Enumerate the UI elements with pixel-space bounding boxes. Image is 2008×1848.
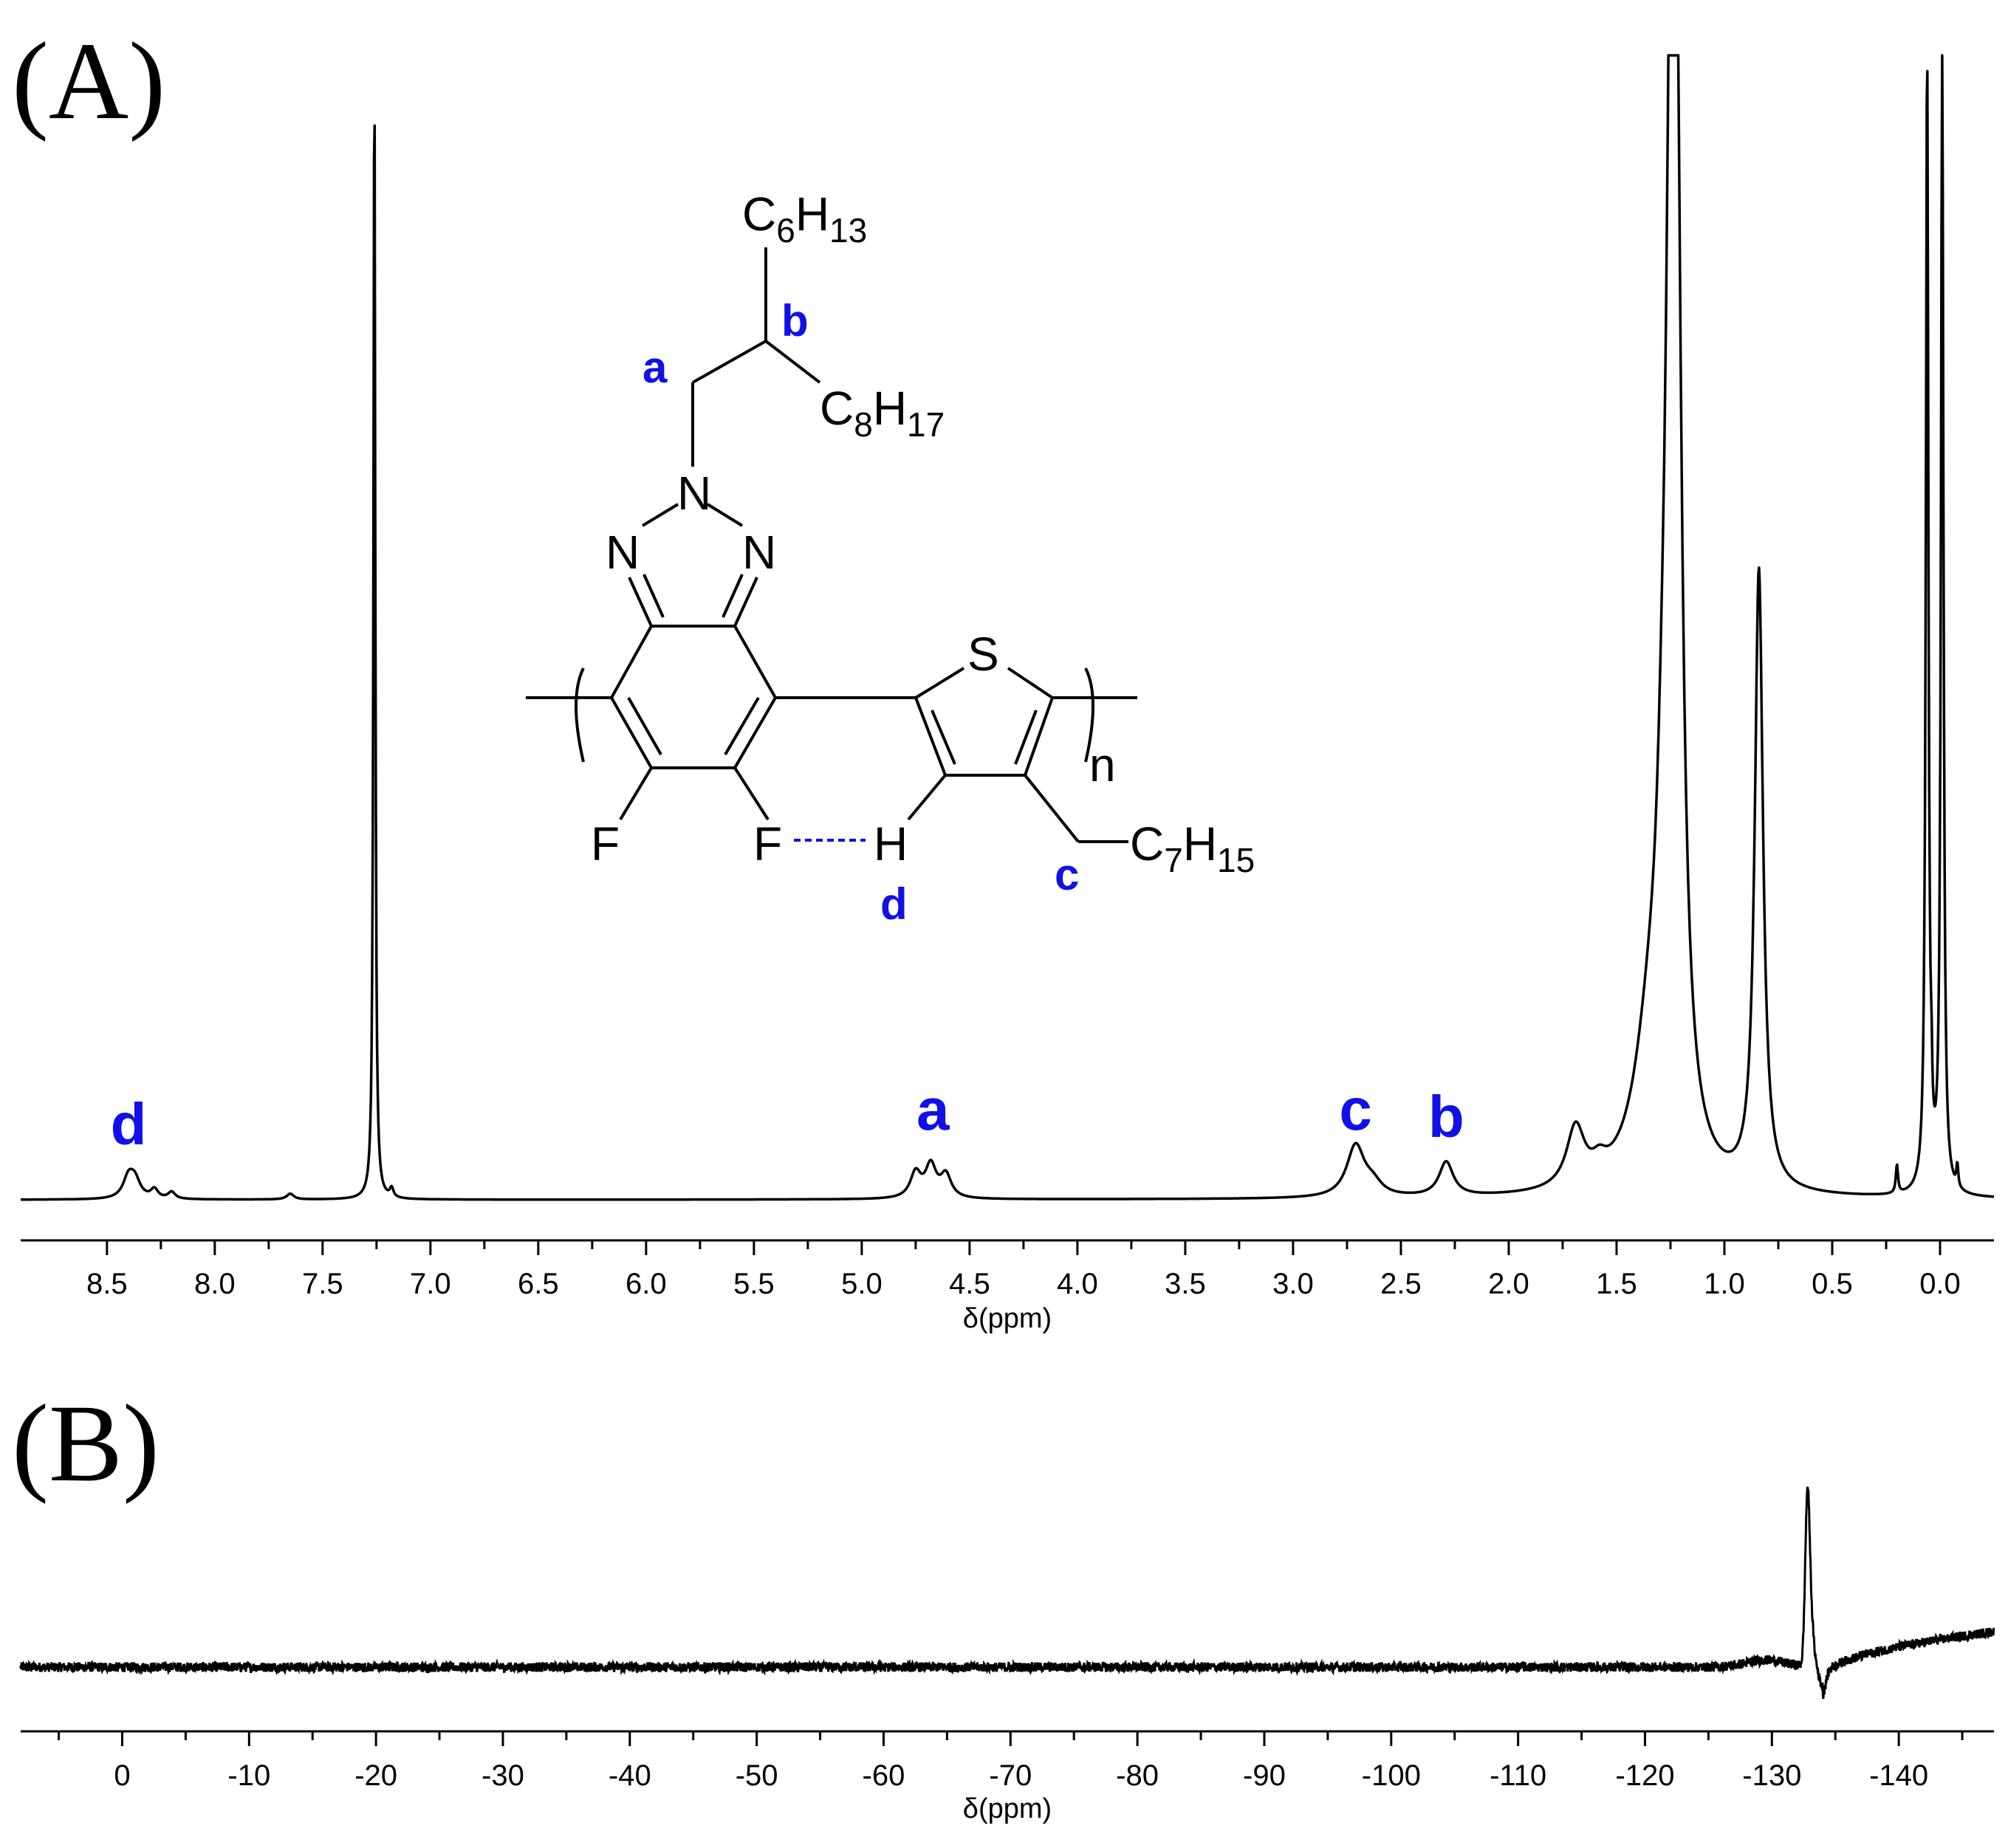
panel-a-tick-label: 1.0 bbox=[1704, 1268, 1745, 1300]
bond-benz-br bbox=[733, 696, 777, 769]
panel-b-tick-label: -130 bbox=[1742, 1759, 1801, 1792]
panel-b-x-axis-title: δ(ppm) bbox=[963, 1793, 1052, 1824]
struct-label-c: c bbox=[1055, 850, 1079, 899]
panel-a-tick-label: 0.5 bbox=[1812, 1268, 1853, 1300]
panel-a-tick-label: 6.5 bbox=[518, 1268, 559, 1300]
panel-a-tick-label: 4.5 bbox=[949, 1268, 990, 1300]
bond-n1-c bbox=[628, 577, 653, 627]
atom-n3: N bbox=[742, 526, 776, 579]
panel-a-tick-label: 8.0 bbox=[194, 1268, 236, 1300]
atom-h: H bbox=[874, 817, 908, 870]
atom-f1: F bbox=[591, 817, 620, 870]
panel-a-tick-label: 8.5 bbox=[86, 1268, 128, 1300]
panel-a-tick-label: 2.0 bbox=[1488, 1268, 1529, 1300]
bond-n3-c bbox=[733, 577, 758, 627]
bond-c-f1 bbox=[619, 766, 653, 821]
panel-b-spectrum: 0 -10 -20 -30 -40 -50 -60 -70 -80 -90 -100 -110 -120… bbox=[19, 1486, 1995, 1824]
panel-a-x-ticks: 8.5 8.0 7.5 7.0 6.5 6.0 5.5 5.0 4.5 4.0 3.5 3.0 2.5 2… bbox=[86, 1240, 1961, 1300]
panel-b-tick-label: -110 bbox=[1490, 1759, 1546, 1792]
bond-benz-br-double bbox=[724, 696, 760, 756]
panel-a-spectrum: 8.5 8.0 7.5 7.0 6.5 6.0 5.5 5.0 4.5 4.0 3.5 3.0 2.5 2… bbox=[20, 54, 1995, 1334]
panel-b-tick-label: -50 bbox=[736, 1759, 778, 1792]
bond-th-c2-c3-double bbox=[931, 710, 956, 765]
panel-a-tick-label: 6.0 bbox=[626, 1268, 667, 1300]
bond-c3-h bbox=[907, 774, 947, 821]
panel-b-x-ticks: 0 -10 -20 -30 -40 -50 -60 -70 -80 -90 -100 -110 -120… bbox=[58, 1731, 1964, 1792]
panel-b-tick-label: -40 bbox=[609, 1759, 651, 1792]
repeat-n: n bbox=[1089, 738, 1116, 791]
struct-label-b: b bbox=[781, 296, 809, 346]
panel-b-tick-label: -100 bbox=[1362, 1759, 1421, 1792]
bond-th-c4-c5-double bbox=[1014, 710, 1038, 765]
panel-a-tick-label: 7.0 bbox=[410, 1268, 451, 1300]
bond-th-c2-c3 bbox=[914, 697, 947, 776]
panel-a-label: (A) bbox=[12, 20, 165, 142]
peak-annotation-b: b bbox=[1428, 1084, 1464, 1150]
panel-a-tick-label: 2.5 bbox=[1380, 1268, 1422, 1300]
peak-annotation-a: a bbox=[916, 1076, 950, 1142]
atom-n2: N bbox=[677, 467, 711, 520]
bond-th-c4-c5 bbox=[1024, 697, 1054, 776]
panel-a-tick-label: 1.5 bbox=[1596, 1268, 1637, 1300]
panel-a-tick-label: 5.0 bbox=[841, 1268, 883, 1300]
panel-a-tick-label: 4.0 bbox=[1057, 1268, 1098, 1300]
panel-a-tick-label: 7.5 bbox=[302, 1268, 343, 1300]
bond-th-s-c5 bbox=[1007, 667, 1054, 699]
panel-a-tick-label: 3.0 bbox=[1272, 1268, 1314, 1300]
bond-benz-bl bbox=[610, 697, 653, 769]
panel-b-tick-label: -140 bbox=[1869, 1759, 1928, 1792]
panel-b-tick-label: -80 bbox=[1116, 1759, 1159, 1792]
struct-label-a: a bbox=[643, 343, 668, 392]
struct-label-d: d bbox=[880, 879, 908, 929]
bond-n2-n3 bbox=[706, 503, 744, 527]
formula-c8h17: C8H17 bbox=[820, 382, 945, 444]
peak-annotation-c: c bbox=[1339, 1076, 1372, 1142]
panel-b-tick-label: -20 bbox=[354, 1759, 397, 1792]
panel-b-tick-label: -60 bbox=[863, 1759, 905, 1792]
panel-b-tick-label: -30 bbox=[482, 1759, 524, 1792]
panel-a-tick-label: 5.5 bbox=[733, 1268, 775, 1300]
atom-s: S bbox=[967, 628, 999, 681]
panel-b-tick-label: -70 bbox=[989, 1759, 1032, 1792]
atom-f2: F bbox=[753, 817, 782, 870]
bond-n1-c-double bbox=[643, 574, 665, 618]
panel-b-tick-label: -120 bbox=[1615, 1759, 1674, 1792]
spectrum-a-trace bbox=[20, 54, 1995, 1201]
panel-b-tick-label: -90 bbox=[1243, 1759, 1286, 1792]
bond-n3-c-double bbox=[722, 574, 744, 618]
bond-benz-tl bbox=[610, 625, 653, 698]
formula-c7h15: C7H15 bbox=[1130, 817, 1255, 879]
panel-b-tick-label: -10 bbox=[227, 1759, 270, 1792]
bond-c-f2 bbox=[733, 766, 770, 821]
bracket-left bbox=[575, 667, 585, 763]
panel-a-tick-label: 0.0 bbox=[1919, 1268, 1961, 1300]
bond-ch-right bbox=[764, 340, 821, 384]
spectrum-b-trace bbox=[19, 1486, 1995, 1700]
chemical-structure: N N N S F F H n C6H13 C8H17 C7H15 a b c … bbox=[526, 188, 1255, 929]
peak-annotation-d: d bbox=[111, 1091, 147, 1157]
bond-c4-chain bbox=[1024, 774, 1080, 843]
bond-benz-tr bbox=[733, 625, 777, 698]
bond-n2-n1 bbox=[641, 503, 679, 527]
panel-a-x-axis-title: δ(ppm) bbox=[963, 1303, 1052, 1334]
formula-c6h13: C6H13 bbox=[742, 188, 867, 250]
atom-n1: N bbox=[606, 526, 640, 579]
panel-a-tick-label: 3.5 bbox=[1165, 1268, 1206, 1300]
bracket-right bbox=[1084, 667, 1094, 763]
bond-benz-bl-double bbox=[627, 697, 662, 755]
bond-ch-a bbox=[692, 340, 767, 384]
bond-th-c2-s bbox=[914, 667, 965, 699]
panel-b-label: (B) bbox=[12, 1382, 160, 1505]
panel-b-tick-label: 0 bbox=[114, 1759, 130, 1792]
